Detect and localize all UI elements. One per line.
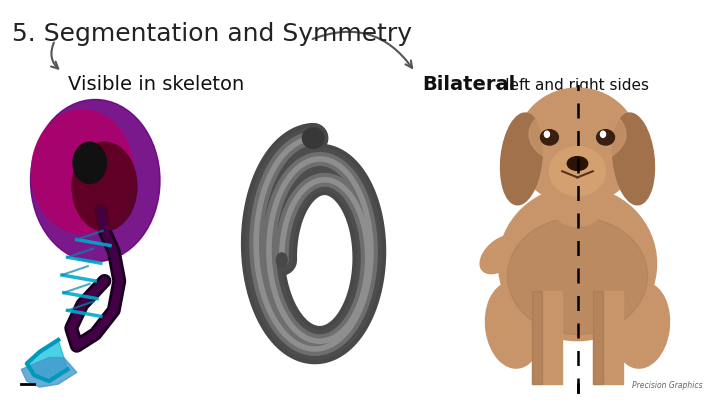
Ellipse shape	[529, 104, 626, 165]
Ellipse shape	[302, 128, 324, 149]
Ellipse shape	[498, 187, 657, 341]
Ellipse shape	[73, 142, 107, 183]
FancyArrowPatch shape	[312, 32, 412, 68]
Ellipse shape	[72, 142, 137, 231]
Circle shape	[544, 131, 549, 137]
FancyArrowPatch shape	[51, 43, 58, 68]
Text: Visible in skeleton: Visible in skeleton	[68, 75, 244, 94]
Text: 5. Segmentation and Symmetry: 5. Segmentation and Symmetry	[12, 22, 412, 46]
Circle shape	[276, 253, 287, 268]
Ellipse shape	[546, 159, 609, 227]
Text: - left and right sides: - left and right sides	[490, 78, 649, 93]
Ellipse shape	[485, 282, 542, 368]
Polygon shape	[27, 340, 68, 381]
Bar	[531, 291, 542, 384]
Text: Precision Graphics: Precision Graphics	[632, 381, 703, 390]
Ellipse shape	[541, 130, 559, 145]
Ellipse shape	[500, 113, 542, 205]
Ellipse shape	[567, 157, 588, 171]
Bar	[593, 291, 603, 384]
Text: Bilateral: Bilateral	[422, 75, 516, 94]
Ellipse shape	[613, 113, 654, 205]
Ellipse shape	[508, 217, 647, 335]
Circle shape	[600, 131, 606, 137]
Ellipse shape	[516, 88, 639, 205]
Bar	[593, 291, 624, 384]
Ellipse shape	[480, 235, 522, 274]
Ellipse shape	[30, 100, 160, 262]
Ellipse shape	[597, 130, 614, 145]
Bar	[531, 291, 562, 384]
Ellipse shape	[32, 110, 133, 234]
Ellipse shape	[613, 282, 670, 368]
Ellipse shape	[549, 147, 606, 196]
Polygon shape	[22, 358, 77, 387]
